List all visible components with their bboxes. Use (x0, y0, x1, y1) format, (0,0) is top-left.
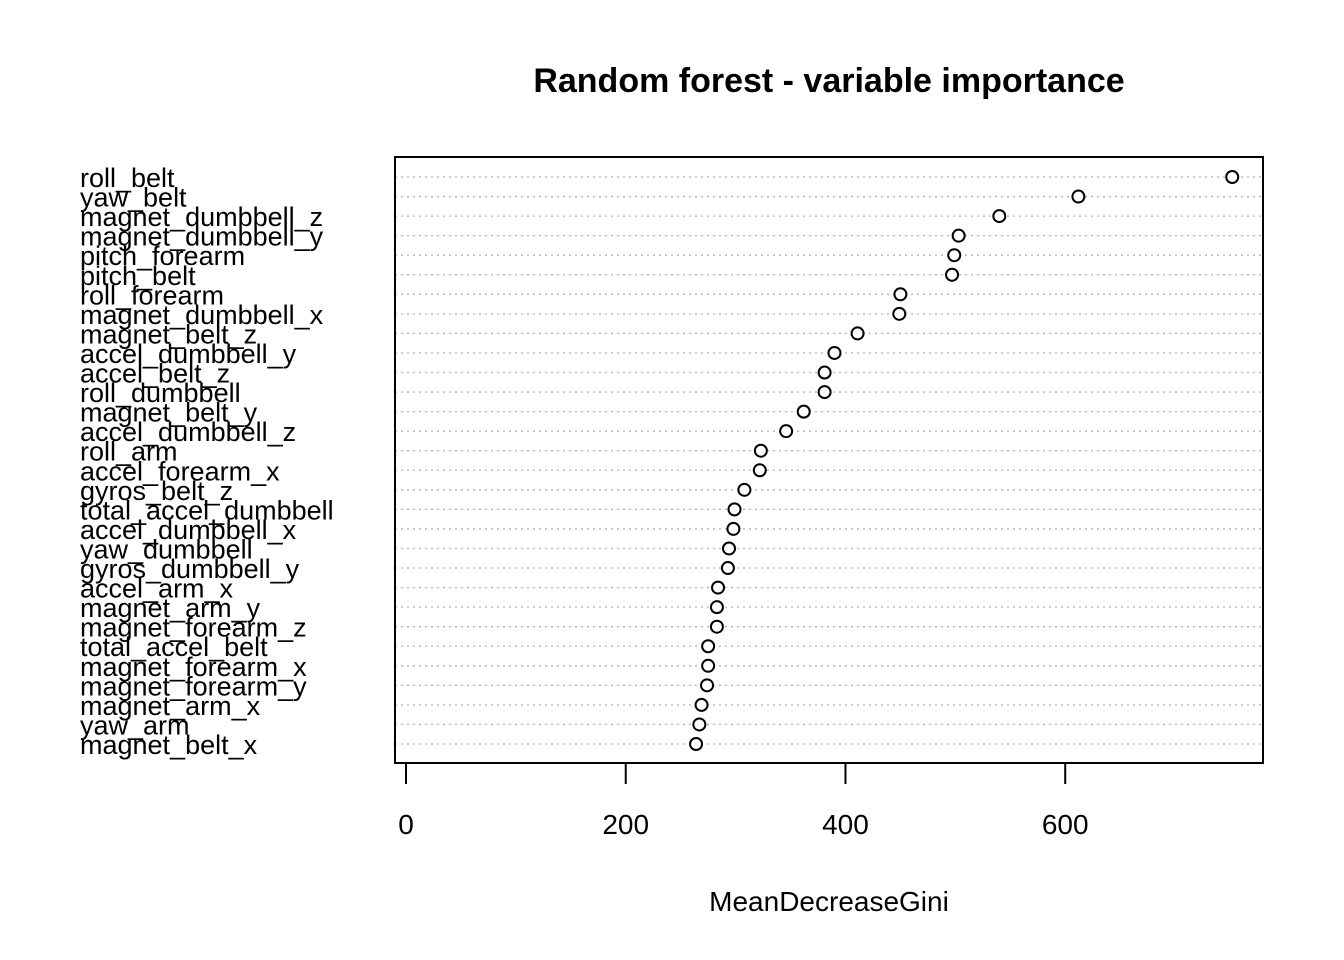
variable-label: magnet_dumbbell_z (80, 202, 323, 232)
variable-label: roll_belt (80, 163, 175, 193)
data-point (689, 737, 704, 751)
data-point (701, 658, 716, 673)
data-point (817, 365, 832, 380)
variable-label: roll_dumbbell (80, 378, 241, 408)
data-point (737, 482, 752, 497)
data-point (753, 443, 768, 458)
data-point (817, 385, 832, 400)
plot-frame (394, 156, 1264, 764)
data-point (827, 345, 842, 360)
variable-label: magnet_belt_y (80, 398, 258, 428)
variable-label: yaw_belt (80, 183, 187, 213)
data-point (796, 404, 811, 419)
variable-label: gyros_dumbbell_y (80, 554, 300, 584)
data-point (992, 209, 1007, 224)
x-tick-label: 0 (398, 809, 414, 840)
x-axis: 0 200 400 600 (398, 762, 1089, 840)
gridlines (395, 176, 1263, 745)
data-point (694, 697, 709, 712)
variable-label: magnet_belt_z (80, 319, 257, 349)
data-point (1225, 170, 1240, 184)
variable-label: roll_forearm (80, 280, 224, 310)
variable-label: yaw_arm (80, 710, 190, 740)
variable-label: accel_belt_z (80, 359, 230, 389)
x-axis-label: MeanDecreaseGini (709, 886, 949, 917)
data-point (709, 600, 724, 615)
data-points (689, 170, 1240, 751)
variable-label: pitch_forearm (80, 241, 245, 271)
x-tick-label: 200 (602, 809, 649, 840)
data-point (726, 521, 741, 536)
variable-label: magnet_forearm_x (80, 652, 307, 682)
data-point (951, 228, 966, 243)
variable-label: accel_dumbbell_y (80, 339, 297, 369)
variable-label: magnet_forearm_y (80, 671, 307, 701)
variable-label: magnet_dumbbell_x (80, 300, 324, 330)
data-point (893, 287, 908, 302)
variable-label: magnet_forearm_z (80, 613, 307, 643)
variable-label: accel_arm_x (80, 574, 234, 604)
variable-label: magnet_belt_x (80, 730, 258, 760)
variable-label: accel_forearm_x (80, 456, 280, 486)
variable-label: accel_dumbbell_z (80, 417, 296, 447)
variable-label: magnet_arm_y (80, 593, 261, 623)
x-tick-label: 600 (1042, 809, 1089, 840)
data-point (1071, 189, 1086, 204)
variable-labels: roll_beltyaw_beltmagnet_dumbbell_zmagnet… (80, 163, 334, 760)
chart-title: Random forest - variable importance (533, 62, 1124, 100)
data-point (700, 678, 715, 693)
data-point (701, 639, 716, 654)
data-point (779, 424, 794, 439)
data-point (850, 326, 865, 341)
data-point (711, 580, 726, 595)
data-point (692, 717, 707, 732)
variable-label: total_accel_dumbbell (80, 495, 334, 525)
data-point (720, 561, 735, 576)
variable-label: gyros_belt_z (80, 476, 233, 506)
data-point (752, 463, 767, 478)
variable-label: roll_arm (80, 437, 178, 467)
data-point (947, 248, 962, 263)
data-point (709, 619, 724, 634)
x-tick-label: 400 (822, 809, 869, 840)
data-point (727, 502, 742, 517)
variable-label: magnet_arm_x (80, 691, 261, 721)
variable-label: magnet_dumbbell_y (80, 222, 324, 252)
variable-label: total_accel_belt (80, 632, 268, 662)
data-point (722, 541, 737, 556)
data-point (892, 306, 907, 321)
variable-label: pitch_belt (80, 261, 196, 291)
data-point (945, 267, 960, 282)
variable-label: accel_dumbbell_x (80, 515, 297, 545)
variable-label: yaw_dumbbell (80, 534, 253, 564)
